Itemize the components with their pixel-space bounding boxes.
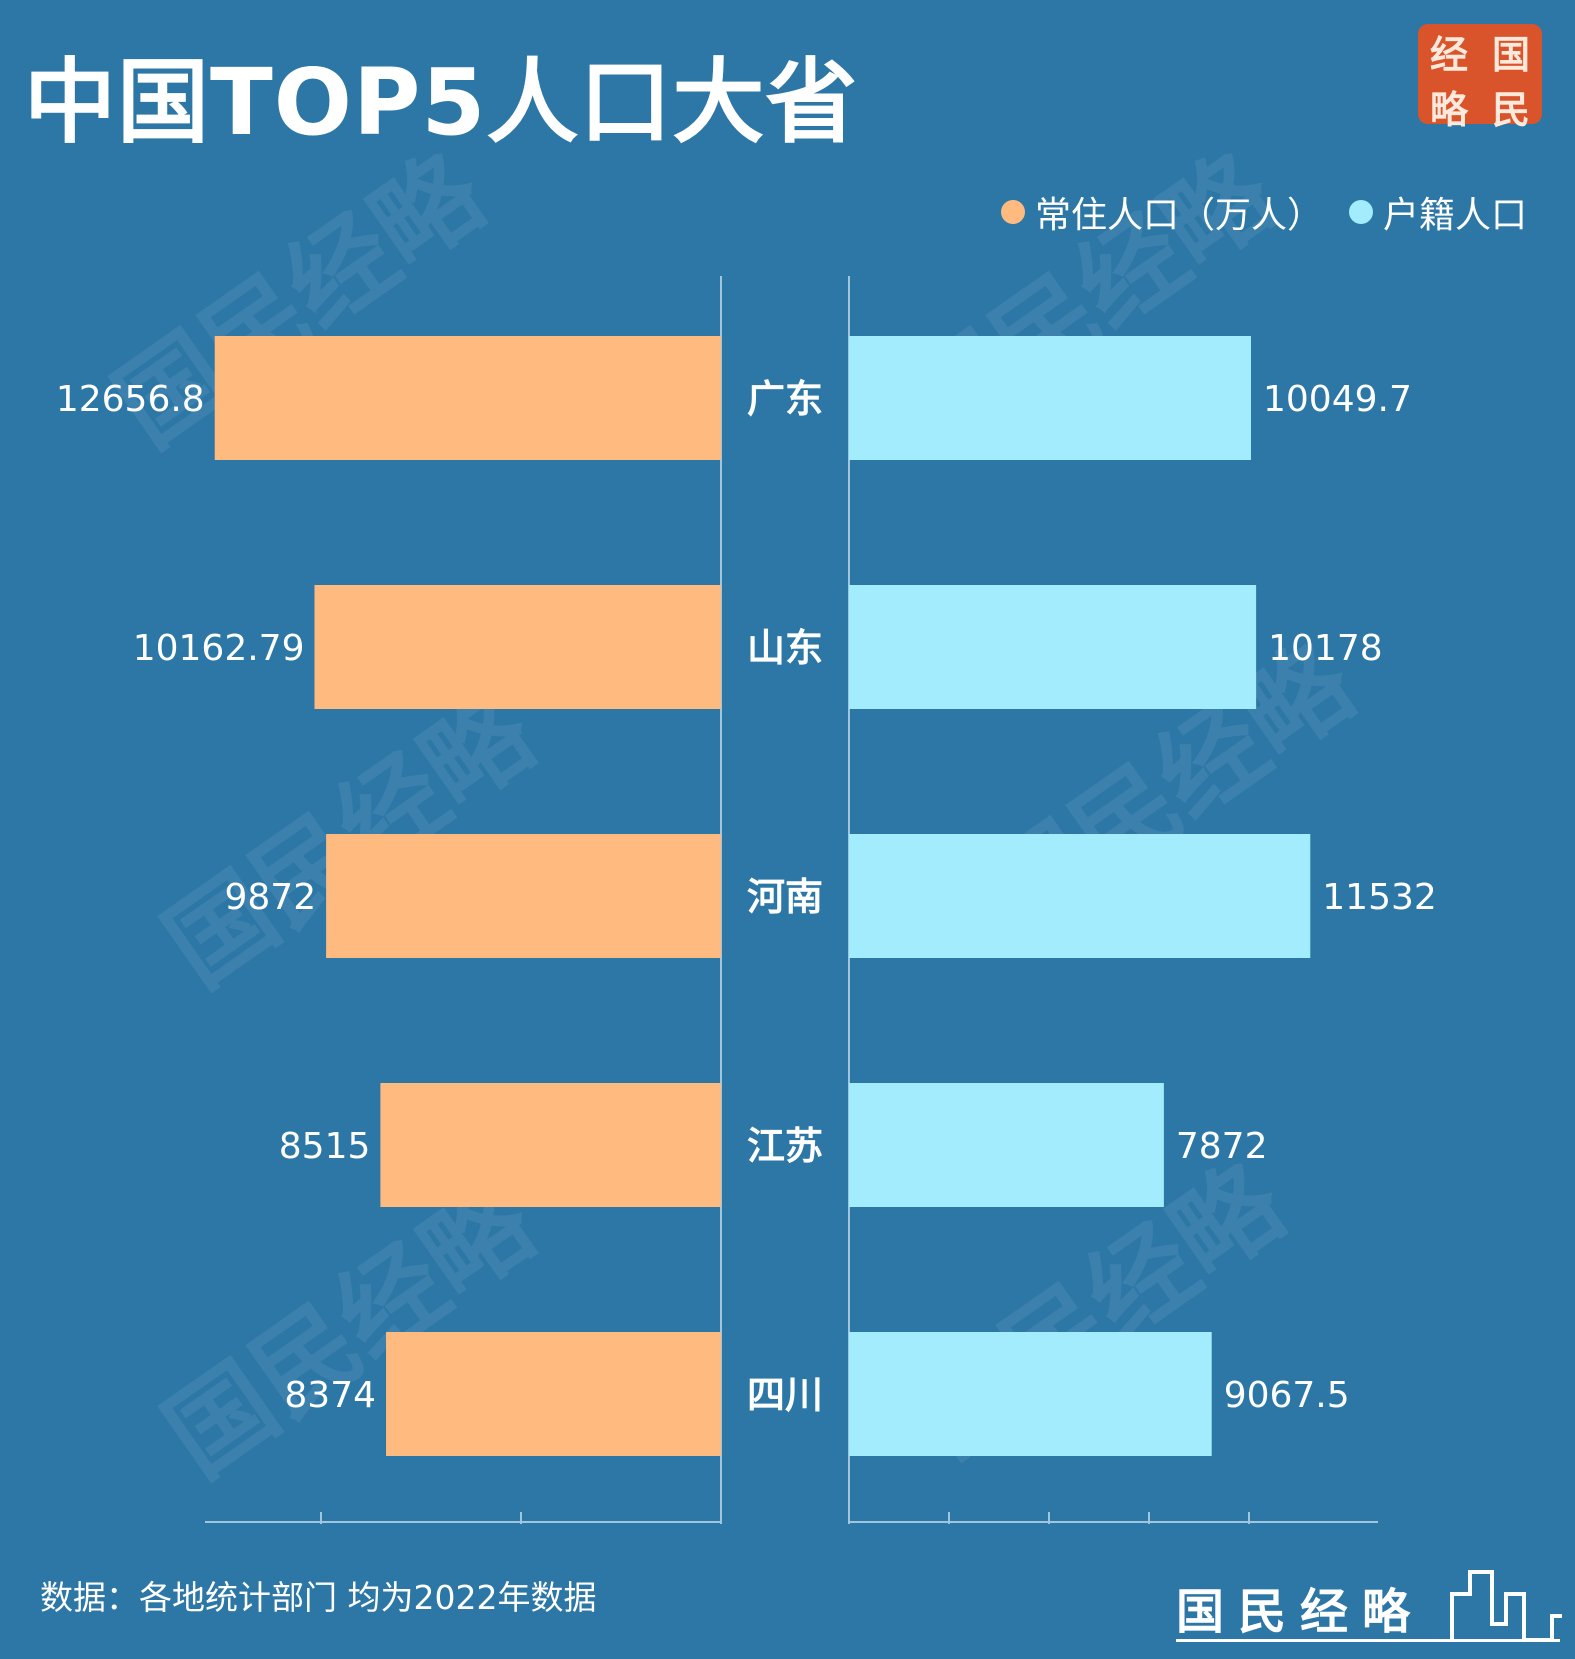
legend-label-registered: 户籍人口 [1382, 195, 1527, 236]
logo-seal: 经 国 略 民 [1418, 24, 1542, 132]
legend-dot-registered [1348, 200, 1373, 224]
legend-item-resident: 常住人口（万人） [1000, 186, 1323, 238]
bar-resident-4 [386, 1332, 721, 1456]
category-label-4: 四川 [747, 1373, 823, 1417]
bar-registered-1 [849, 585, 1257, 709]
data-label-resident-2: 9872 [224, 877, 316, 918]
logo-char: 民 [1491, 87, 1530, 132]
bar-registered-4 [849, 1332, 1212, 1456]
logo-char: 经 [1429, 32, 1468, 77]
legend-dot-resident [1000, 200, 1025, 224]
bar-resident-0 [214, 336, 721, 460]
data-label-registered-3: 7872 [1176, 1126, 1268, 1167]
category-label-1: 山东 [747, 626, 823, 670]
logo-char: 国 [1491, 32, 1530, 77]
category-label-0: 广东 [747, 377, 823, 421]
brand-logo-text: 国民经略 [1176, 1584, 1425, 1640]
data-label-resident-1: 10162.79 [133, 628, 305, 669]
data-label-resident-4: 8374 [284, 1375, 376, 1416]
bar-resident-1 [314, 585, 721, 709]
chart-title: 中国TOP5人口大省 [24, 49, 859, 156]
watermark-group: 国民经略国民经略国民经略国民经略国民经略国民经略 [93, 129, 1376, 1500]
bar-registered-0 [849, 336, 1251, 460]
data-label-registered-4: 9067.5 [1224, 1375, 1350, 1416]
category-label-2: 河南 [747, 875, 823, 919]
data-label-registered-0: 10049.7 [1263, 379, 1412, 420]
bar-resident-3 [380, 1083, 721, 1207]
category-label-3: 江苏 [747, 1124, 823, 1168]
data-label-registered-2: 11532 [1322, 877, 1437, 918]
data-label-resident-3: 8515 [279, 1126, 371, 1167]
bar-registered-2 [849, 834, 1311, 958]
brand-underline [1176, 1639, 1560, 1642]
data-label-registered-1: 10178 [1268, 628, 1383, 669]
bar-resident-2 [326, 834, 721, 958]
source-note: 数据：各地统计部门 均为2022年数据 [40, 1578, 597, 1617]
legend-item-registered: 户籍人口 [1348, 186, 1527, 238]
logo-char: 略 [1429, 87, 1468, 132]
data-label-resident-0: 12656.8 [56, 379, 205, 420]
legend: 常住人口（万人） 户籍人口 [975, 186, 1527, 238]
bar-registered-3 [849, 1083, 1164, 1207]
legend-label-resident: 常住人口（万人） [1034, 195, 1323, 236]
building-icon [1450, 1570, 1562, 1642]
